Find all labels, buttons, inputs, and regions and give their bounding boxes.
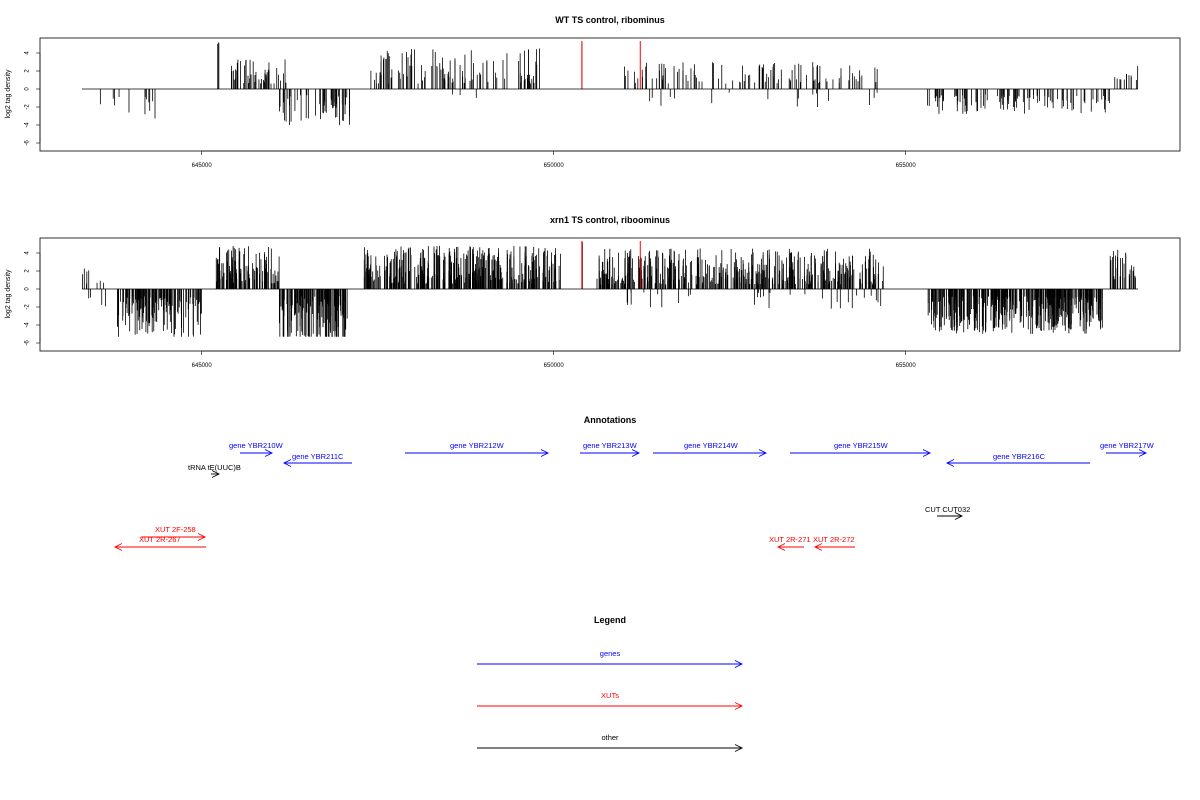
y-tick-label: 2 [25, 269, 31, 273]
annotation-arrow [945, 459, 1090, 467]
legend-title: Legend [594, 615, 626, 625]
wt-panel-title: WT TS control, ribominus [555, 15, 665, 25]
annotation-label: gene YBR215W [834, 441, 889, 450]
annotation-label: XUT 2R-267 [139, 535, 181, 544]
annotation-label: CUT CUT032 [925, 505, 970, 514]
xrn1-y-axis-label: log2 tag density [5, 269, 12, 319]
annotation-item: gene YBR215W [790, 441, 932, 457]
legend-label: genes [600, 649, 621, 658]
annotation-arrow [580, 449, 641, 457]
legend-item: other [477, 733, 744, 752]
annotation-arrow [240, 449, 274, 457]
legend-item: genes [477, 649, 744, 668]
wt-marker-lines [581, 41, 641, 89]
y-tick-label: 0 [25, 87, 31, 91]
legend-panel: Legend genes XUTs other [477, 615, 744, 752]
annotation-item: gene YBR213W [580, 441, 641, 457]
legend-arrow [477, 744, 744, 752]
y-tick-label: 4 [25, 251, 31, 255]
y-tick-label: -6 [25, 340, 31, 346]
wt-x-ticks: 645000 650000 655000 [192, 150, 917, 169]
annotation-arrow [790, 449, 932, 457]
xrn1-x-ticks: 645000 650000 655000 [192, 350, 917, 369]
legend-items: genes XUTs other [477, 649, 744, 752]
annotation-arrow [141, 533, 207, 541]
annotation-item: gene YBR210W [229, 441, 284, 457]
y-tick-label: 2 [25, 69, 31, 73]
x-tick-label: 650000 [544, 163, 565, 169]
annotation-items: gene YBR210W gene YBR211C tRNA tE(UUC)B gen… [113, 441, 1155, 551]
annotation-item: gene YBR212W [405, 441, 550, 457]
annotation-arrow [937, 512, 964, 520]
xrn1-marker-lines [581, 241, 641, 289]
annotation-arrow [282, 459, 352, 467]
annotation-label: gene YBR216C [993, 452, 1046, 461]
x-tick-label: 655000 [896, 163, 917, 169]
annotation-label: gene YBR210W [229, 441, 284, 450]
legend-label: XUTs [601, 691, 619, 700]
annotation-label: gene YBR214W [684, 441, 739, 450]
annotation-arrow [113, 543, 206, 551]
legend-arrow [477, 660, 744, 668]
y-tick-label: -4 [25, 122, 31, 128]
annotation-label: XUT 2R-271 [769, 535, 811, 544]
y-tick-label: -2 [25, 304, 31, 310]
legend-label: other [601, 733, 619, 742]
annotation-label: XUT 2F-258 [155, 525, 196, 534]
annotation-arrow [653, 449, 768, 457]
annotation-item: gene YBR214W [653, 441, 768, 457]
x-tick-label: 645000 [192, 163, 213, 169]
annotation-item: CUT CUT032 [925, 505, 970, 520]
y-tick-label: -4 [25, 322, 31, 328]
annotation-item: XUT 2R-267 [113, 535, 206, 551]
x-tick-label: 650000 [544, 363, 565, 369]
wt-y-ticks: 4 2 0 -2 -4 -6 [25, 51, 41, 146]
annotation-item: XUT 2R-272 [813, 535, 855, 551]
y-tick-label: 4 [25, 51, 31, 55]
x-tick-label: 655000 [896, 363, 917, 369]
xrn1-bars [82, 242, 1136, 337]
annotation-arrow [813, 543, 855, 551]
annotations-panel: Annotations gene YBR210W gene YBR211C tRNA… [113, 415, 1155, 551]
wt-panel: WT TS control, ribominus log2 tag densit… [5, 15, 1181, 169]
annotation-item: tRNA tE(UUC)B [188, 463, 241, 478]
annotations-title: Annotations [584, 415, 637, 425]
legend-arrow [477, 702, 744, 710]
annotation-label: gene YBR217W [1100, 441, 1155, 450]
annotation-label: gene YBR211C [292, 452, 344, 461]
annotation-item: gene YBR211C [282, 452, 352, 467]
annotation-item: XUT 2F-258 [141, 525, 207, 541]
annotation-item: gene YBR216C [945, 452, 1090, 467]
annotation-label: gene YBR213W [583, 441, 638, 450]
y-tick-label: 0 [25, 287, 31, 291]
xrn1-panel: xrn1 TS control, riboominus log2 tag den… [5, 215, 1181, 369]
y-tick-label: -6 [25, 140, 31, 146]
y-tick-label: -2 [25, 104, 31, 110]
annotation-item: XUT 2R-271 [769, 535, 811, 551]
annotation-label: tRNA tE(UUC)B [188, 463, 241, 472]
annotation-label: gene YBR212W [450, 441, 505, 450]
annotation-label: XUT 2R-272 [813, 535, 855, 544]
wt-y-axis-label: log2 tag density [5, 69, 12, 119]
xrn1-y-ticks: 4 2 0 -2 -4 -6 [25, 251, 41, 346]
annotation-arrow [211, 470, 221, 478]
annotation-arrow [405, 449, 550, 457]
x-tick-label: 645000 [192, 363, 213, 369]
xrn1-panel-title: xrn1 TS control, riboominus [550, 215, 670, 225]
annotation-item: gene YBR217W [1100, 441, 1155, 457]
wt-bars [99, 42, 1139, 126]
legend-item: XUTs [477, 691, 744, 710]
annotation-arrow [1106, 449, 1148, 457]
annotation-arrow [776, 543, 804, 551]
